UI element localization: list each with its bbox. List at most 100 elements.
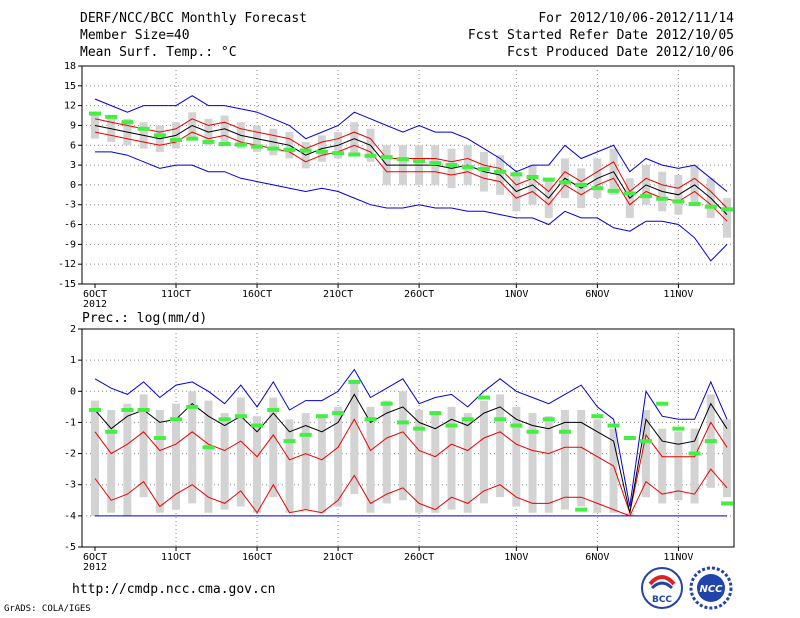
chart1-climatology-mark [186,136,199,141]
bcc-logo-text: BCC [652,595,672,605]
footer-url: http://cmdp.ncc.cma.gov.cn [72,582,276,597]
grads-credit: GrADS: COLA/IGES [4,604,91,614]
chart1-climatology-mark [429,161,442,166]
chart2-xtick-label: 21OCT [323,552,353,563]
chart1-climatology-mark [575,182,588,187]
chart2-member-bar [350,381,359,495]
chart2-climatology-mark [267,407,280,412]
chart2-xtick-label: 1NOV [504,552,528,563]
chart1-ytick-label: -3 [64,200,76,211]
chart1-ytick-label: -15 [58,279,76,290]
chart2-member-bar [690,428,699,504]
chart2-climatology-mark [688,451,701,456]
chart2-xtick-label: 11NOV [663,552,693,563]
chart1-ytick-label: 3 [70,160,76,171]
chart2-climatology-mark [510,423,523,428]
chart2-member-bar [139,394,148,498]
chart1-climatology-mark [477,167,490,172]
chart1-min-line [95,151,728,262]
chart1-minus-sd-line [94,131,728,222]
chart2-climatology-mark [429,411,442,416]
chart2-climatology-mark [704,439,717,444]
chart2-member-bar [188,391,197,504]
chart1-ytick-label: 0 [70,180,76,191]
chart2-climatology-mark [170,417,183,422]
chart2-mean-line [94,393,728,513]
chart1-climatology-mark [234,142,247,147]
chart2-climatology-mark [477,395,490,400]
chart2-max-line [94,368,728,507]
chart2-member-bar [512,406,521,507]
chart2-climatology-mark [542,417,555,422]
chart2-member-bar [447,406,456,510]
chart1-mean-line [94,124,728,215]
chart2-ytick-label: -5 [64,542,76,553]
chart1-climatology-mark [170,137,183,142]
chart1-ytick-label: 6 [70,140,76,151]
chart1-plus-sd-line [94,118,728,209]
chart2-climatology-mark [494,417,507,422]
chart1-max-line [94,95,728,192]
chart2-plus-sd-line [94,418,728,515]
member-size: Member Size=40 [80,28,190,43]
chart1-ytick-label: -12 [58,259,76,270]
chart2-climatology-mark [315,414,328,419]
chart2-xtick-label: 11OCT [161,552,191,563]
chart1-climatology-mark [396,157,409,162]
chart2-climatology-mark [461,417,474,422]
chart2-member-bar [528,413,537,513]
chart1-climatology-mark [89,111,101,116]
chart2-climatology-mark [364,417,377,422]
forecast-produced-date: Fcst Produced Date 2012/10/06 [507,45,734,60]
chart2-member-bar [382,400,391,504]
chart1-climatology-mark [445,163,458,168]
chart2-climatology-mark [396,420,409,425]
chart2-ytick-label: 1 [70,355,76,366]
chart2-member-bar [204,400,213,513]
chart2-member-bar [398,391,407,501]
chart1-xtick-label: 6OCT [83,289,107,300]
chart1-climatology-mark [315,149,328,154]
chart2-xtick-year: 2012 [83,562,107,573]
chart2-xtick-label: 16OCT [242,552,272,563]
chart2-climatology-mark [721,501,733,506]
chart2-member-bar [366,406,375,513]
chart2-member-bar [172,403,181,510]
chart1-climatology-mark [153,133,166,138]
chart1-ytick-label: 18 [64,61,76,72]
chart2-ytick-label: 0 [70,386,76,397]
chart2-climatology-mark [137,407,150,412]
chart1-climatology-mark [704,204,717,209]
chart2-climatology-mark [639,439,652,444]
chart1-xtick-label: 26OCT [404,289,434,300]
chart2-member-bar [593,419,602,513]
chart2-xtick-label: 26OCT [404,552,434,563]
chart1-climatology-mark [461,165,474,170]
chart1-climatology-mark [656,196,669,201]
forecast-period: For 2012/10/06-2012/11/14 [538,11,734,26]
chart1-ytick-label: 15 [64,81,76,92]
chart2-ytick-label: -1 [64,417,76,428]
chart1-climatology-mark [348,152,361,157]
chart2-member-bar [301,413,310,510]
chart2-climatology-mark [348,379,361,384]
chart1-climatology-mark [413,159,426,164]
chart1-climatology-mark [380,155,393,160]
chart1-ytick-label: -6 [64,220,76,231]
chart2-climatology-mark [202,445,215,450]
chart1-ytick-label: -9 [64,239,76,250]
chart2-member-bar [658,428,667,504]
chart2-climatology-mark [332,411,345,416]
chart1-ytick-label: 12 [64,101,76,112]
chart2-member-bar [317,416,326,513]
chart2-member-bar [479,400,488,504]
chart1-climatology-mark [510,172,523,177]
chart2-climatology-mark [121,407,134,412]
chart1-climatology-mark [623,191,636,196]
chart2-member-bar [560,409,569,510]
chart2-member-bar [723,419,731,498]
chart2-climatology-mark [380,401,393,406]
chart1-climatology-mark [721,207,733,212]
chart2-ytick-label: 2 [70,324,76,335]
chart2-climatology-mark [526,429,539,434]
